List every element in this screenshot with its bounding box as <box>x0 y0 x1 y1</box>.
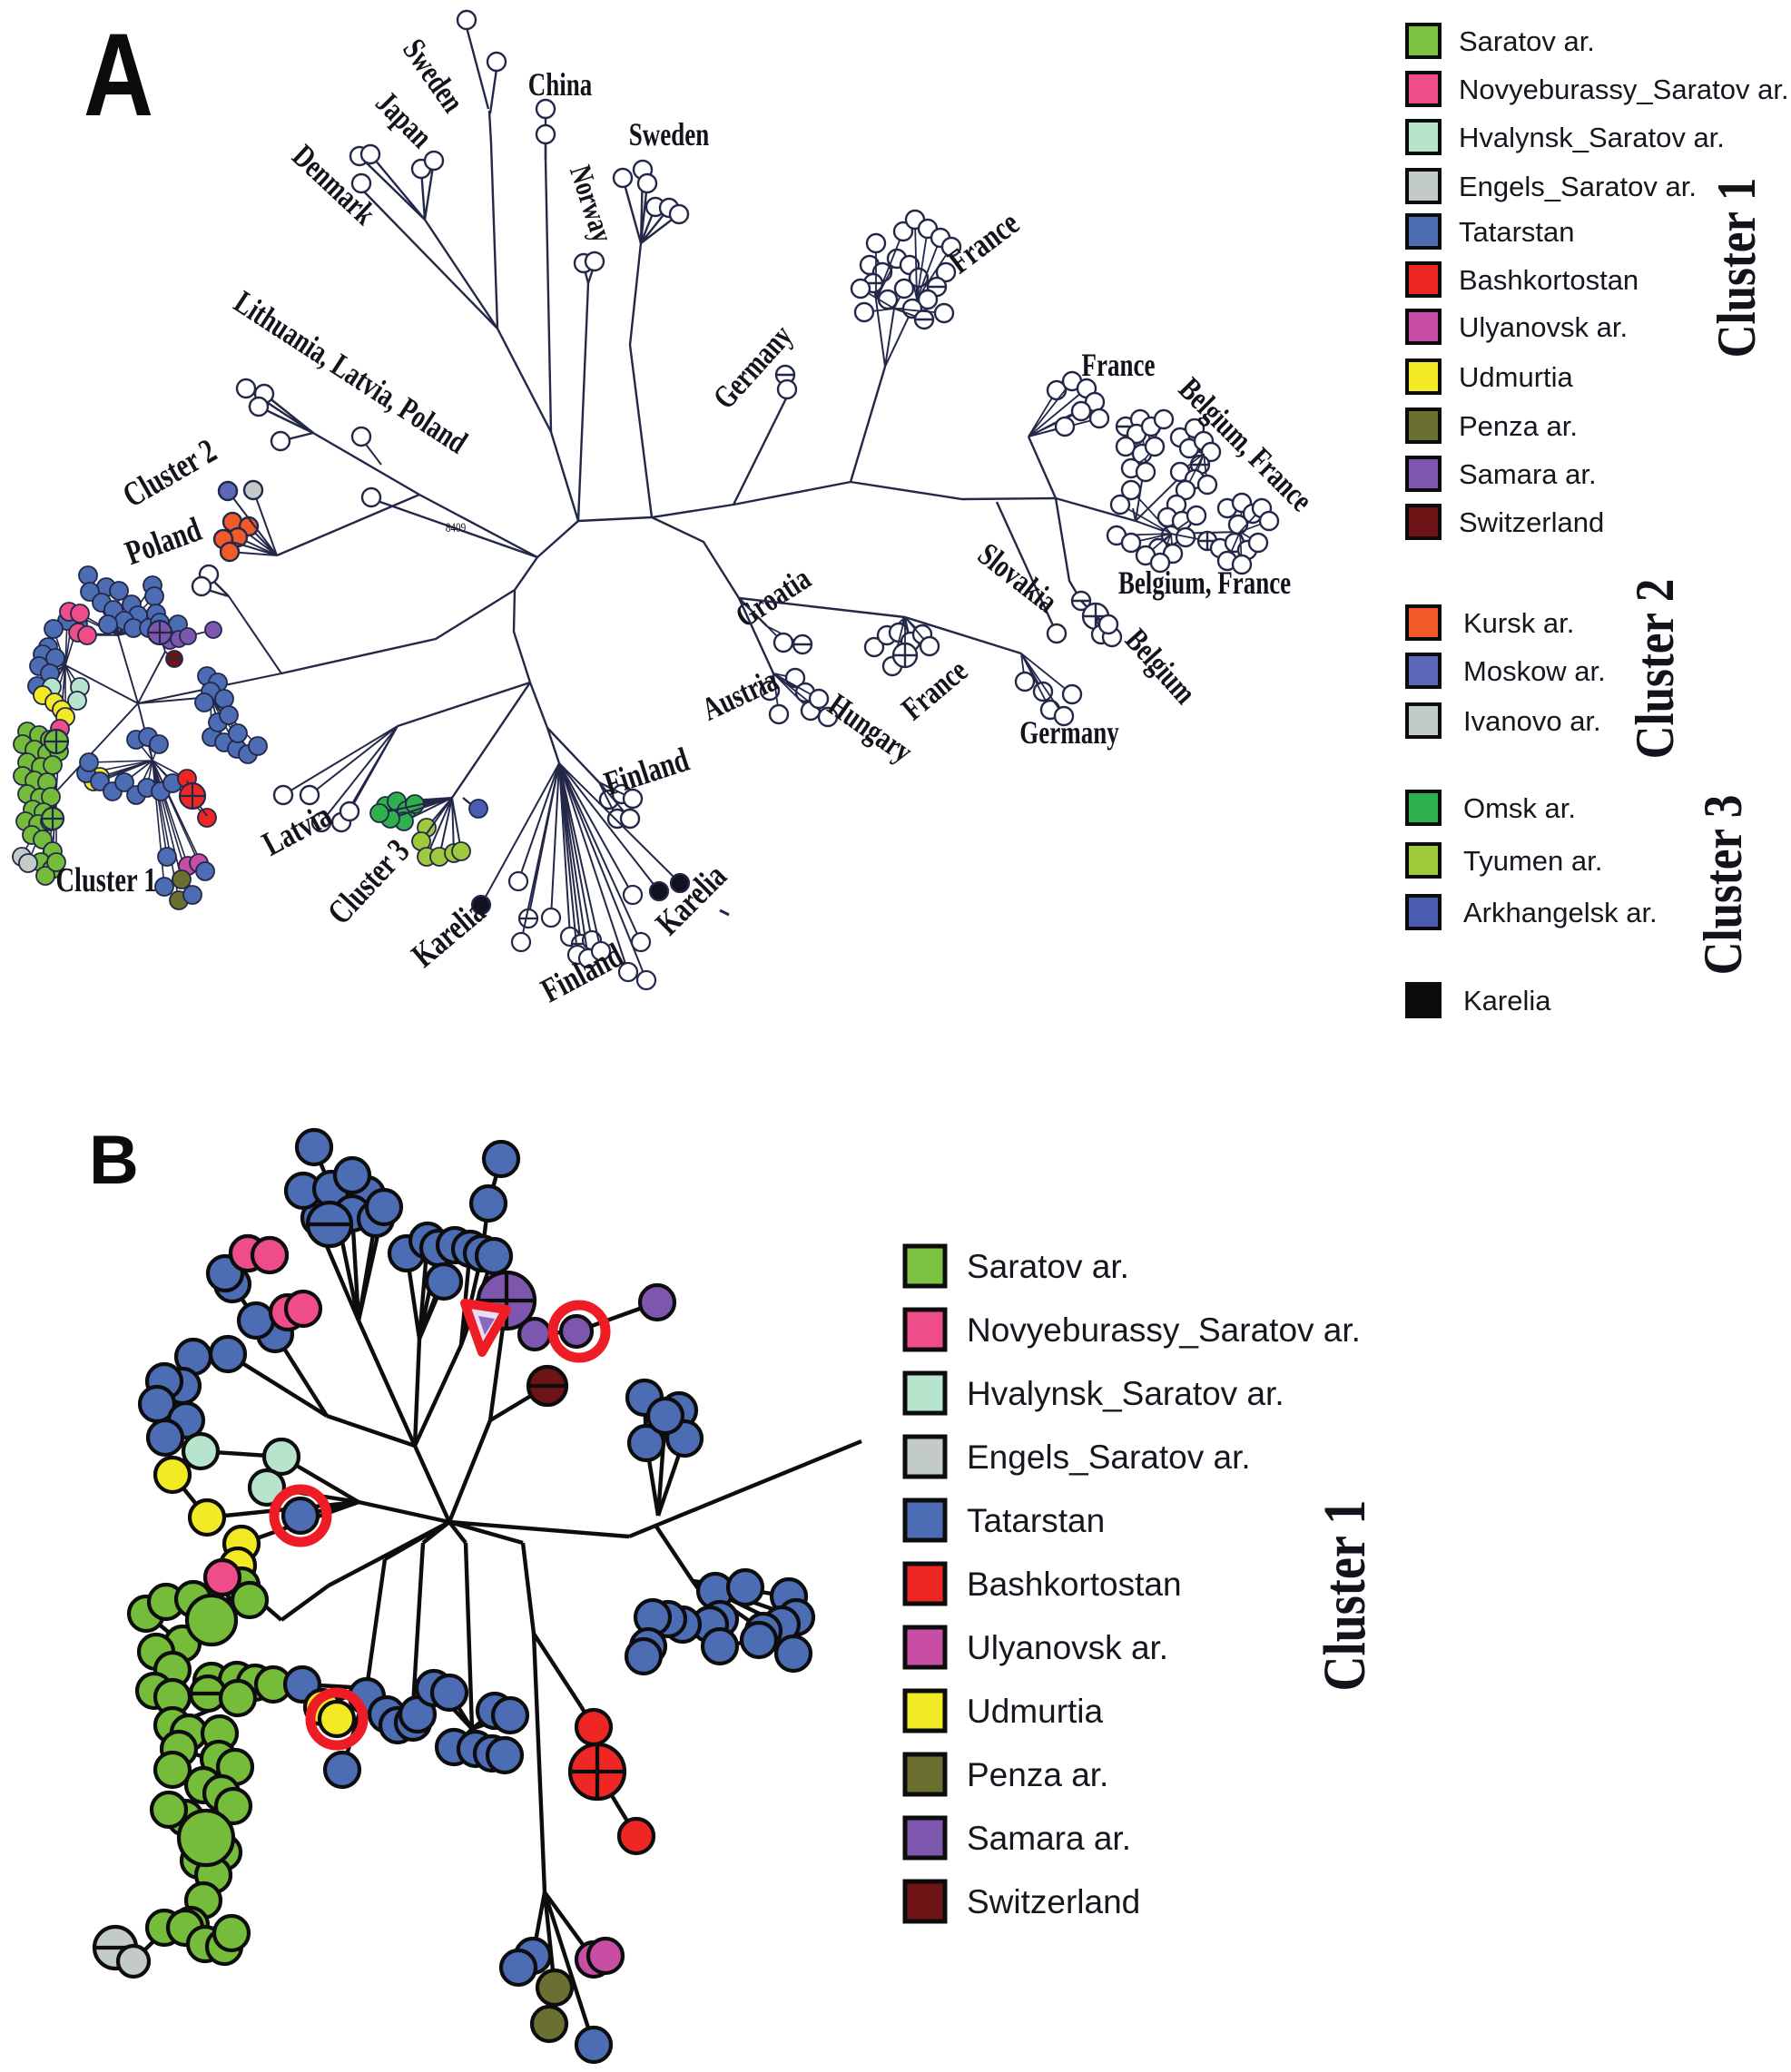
svg-text:Tatarstan: Tatarstan <box>967 1502 1105 1539</box>
svg-text:Bashkortostan: Bashkortostan <box>967 1566 1182 1603</box>
svg-text:Penza ar.: Penza ar. <box>967 1756 1108 1793</box>
svg-text:Novyeburassy_Saratov ar.: Novyeburassy_Saratov ar. <box>967 1311 1361 1349</box>
svg-text:Cluster 3: Cluster 3 <box>1693 795 1754 976</box>
svg-text:Cluster 1: Cluster 1 <box>55 861 156 899</box>
svg-text:Switzerland: Switzerland <box>1459 506 1604 538</box>
svg-text:China: China <box>528 66 593 103</box>
svg-text:Omsk ar.: Omsk ar. <box>1463 792 1576 824</box>
svg-text:Udmurtia: Udmurtia <box>1459 361 1574 393</box>
svg-text:France: France <box>1082 347 1156 383</box>
svg-text:Novyeburassy_Saratov ar.: Novyeburassy_Saratov ar. <box>1459 74 1789 105</box>
svg-text:Samara ar.: Samara ar. <box>1459 458 1597 490</box>
svg-text:Sweden: Sweden <box>629 116 710 152</box>
svg-text:Belgium, France: Belgium, France <box>1118 565 1291 601</box>
svg-text:Bashkortostan: Bashkortostan <box>1459 264 1638 296</box>
svg-text:Ivanovo ar.: Ivanovo ar. <box>1463 705 1601 737</box>
svg-text:Ulyanovsk ar.: Ulyanovsk ar. <box>1459 311 1628 343</box>
svg-text:Hvalynsk_Saratov ar.: Hvalynsk_Saratov ar. <box>1459 122 1725 153</box>
svg-text:Cluster 2: Cluster 2 <box>1625 579 1686 760</box>
svg-text:Penza ar.: Penza ar. <box>1459 410 1578 442</box>
svg-text:Engels_Saratov ar.: Engels_Saratov ar. <box>967 1439 1251 1476</box>
svg-text:Ulyanovsk ar.: Ulyanovsk ar. <box>967 1629 1168 1666</box>
svg-text:B: B <box>89 1122 139 1199</box>
svg-text:8409: 8409 <box>446 519 467 535</box>
svg-text:Tatarstan: Tatarstan <box>1459 216 1575 248</box>
svg-text:Germany: Germany <box>1019 714 1118 751</box>
svg-text:Arkhangelsk ar.: Arkhangelsk ar. <box>1463 897 1658 928</box>
svg-text:Cluster 1: Cluster 1 <box>1707 178 1767 358</box>
svg-text:Engels_Saratov ar.: Engels_Saratov ar. <box>1459 171 1697 202</box>
svg-text:Cluster 1: Cluster 1 <box>1312 1500 1378 1692</box>
svg-text:Udmurtia: Udmurtia <box>967 1693 1104 1730</box>
svg-text:Switzerland: Switzerland <box>967 1883 1140 1920</box>
svg-text:A: A <box>84 9 153 141</box>
svg-text:Hvalynsk_Saratov ar.: Hvalynsk_Saratov ar. <box>967 1375 1284 1412</box>
svg-text:Tyumen ar.: Tyumen ar. <box>1463 845 1602 877</box>
svg-text:Moskow ar.: Moskow ar. <box>1463 655 1606 687</box>
svg-text:Karelia: Karelia <box>1463 985 1551 1016</box>
svg-text:Saratov ar.: Saratov ar. <box>967 1248 1129 1285</box>
svg-text:Samara ar.: Samara ar. <box>967 1820 1131 1857</box>
svg-text:Saratov ar.: Saratov ar. <box>1459 25 1595 57</box>
svg-text:Kursk ar.: Kursk ar. <box>1463 607 1574 639</box>
